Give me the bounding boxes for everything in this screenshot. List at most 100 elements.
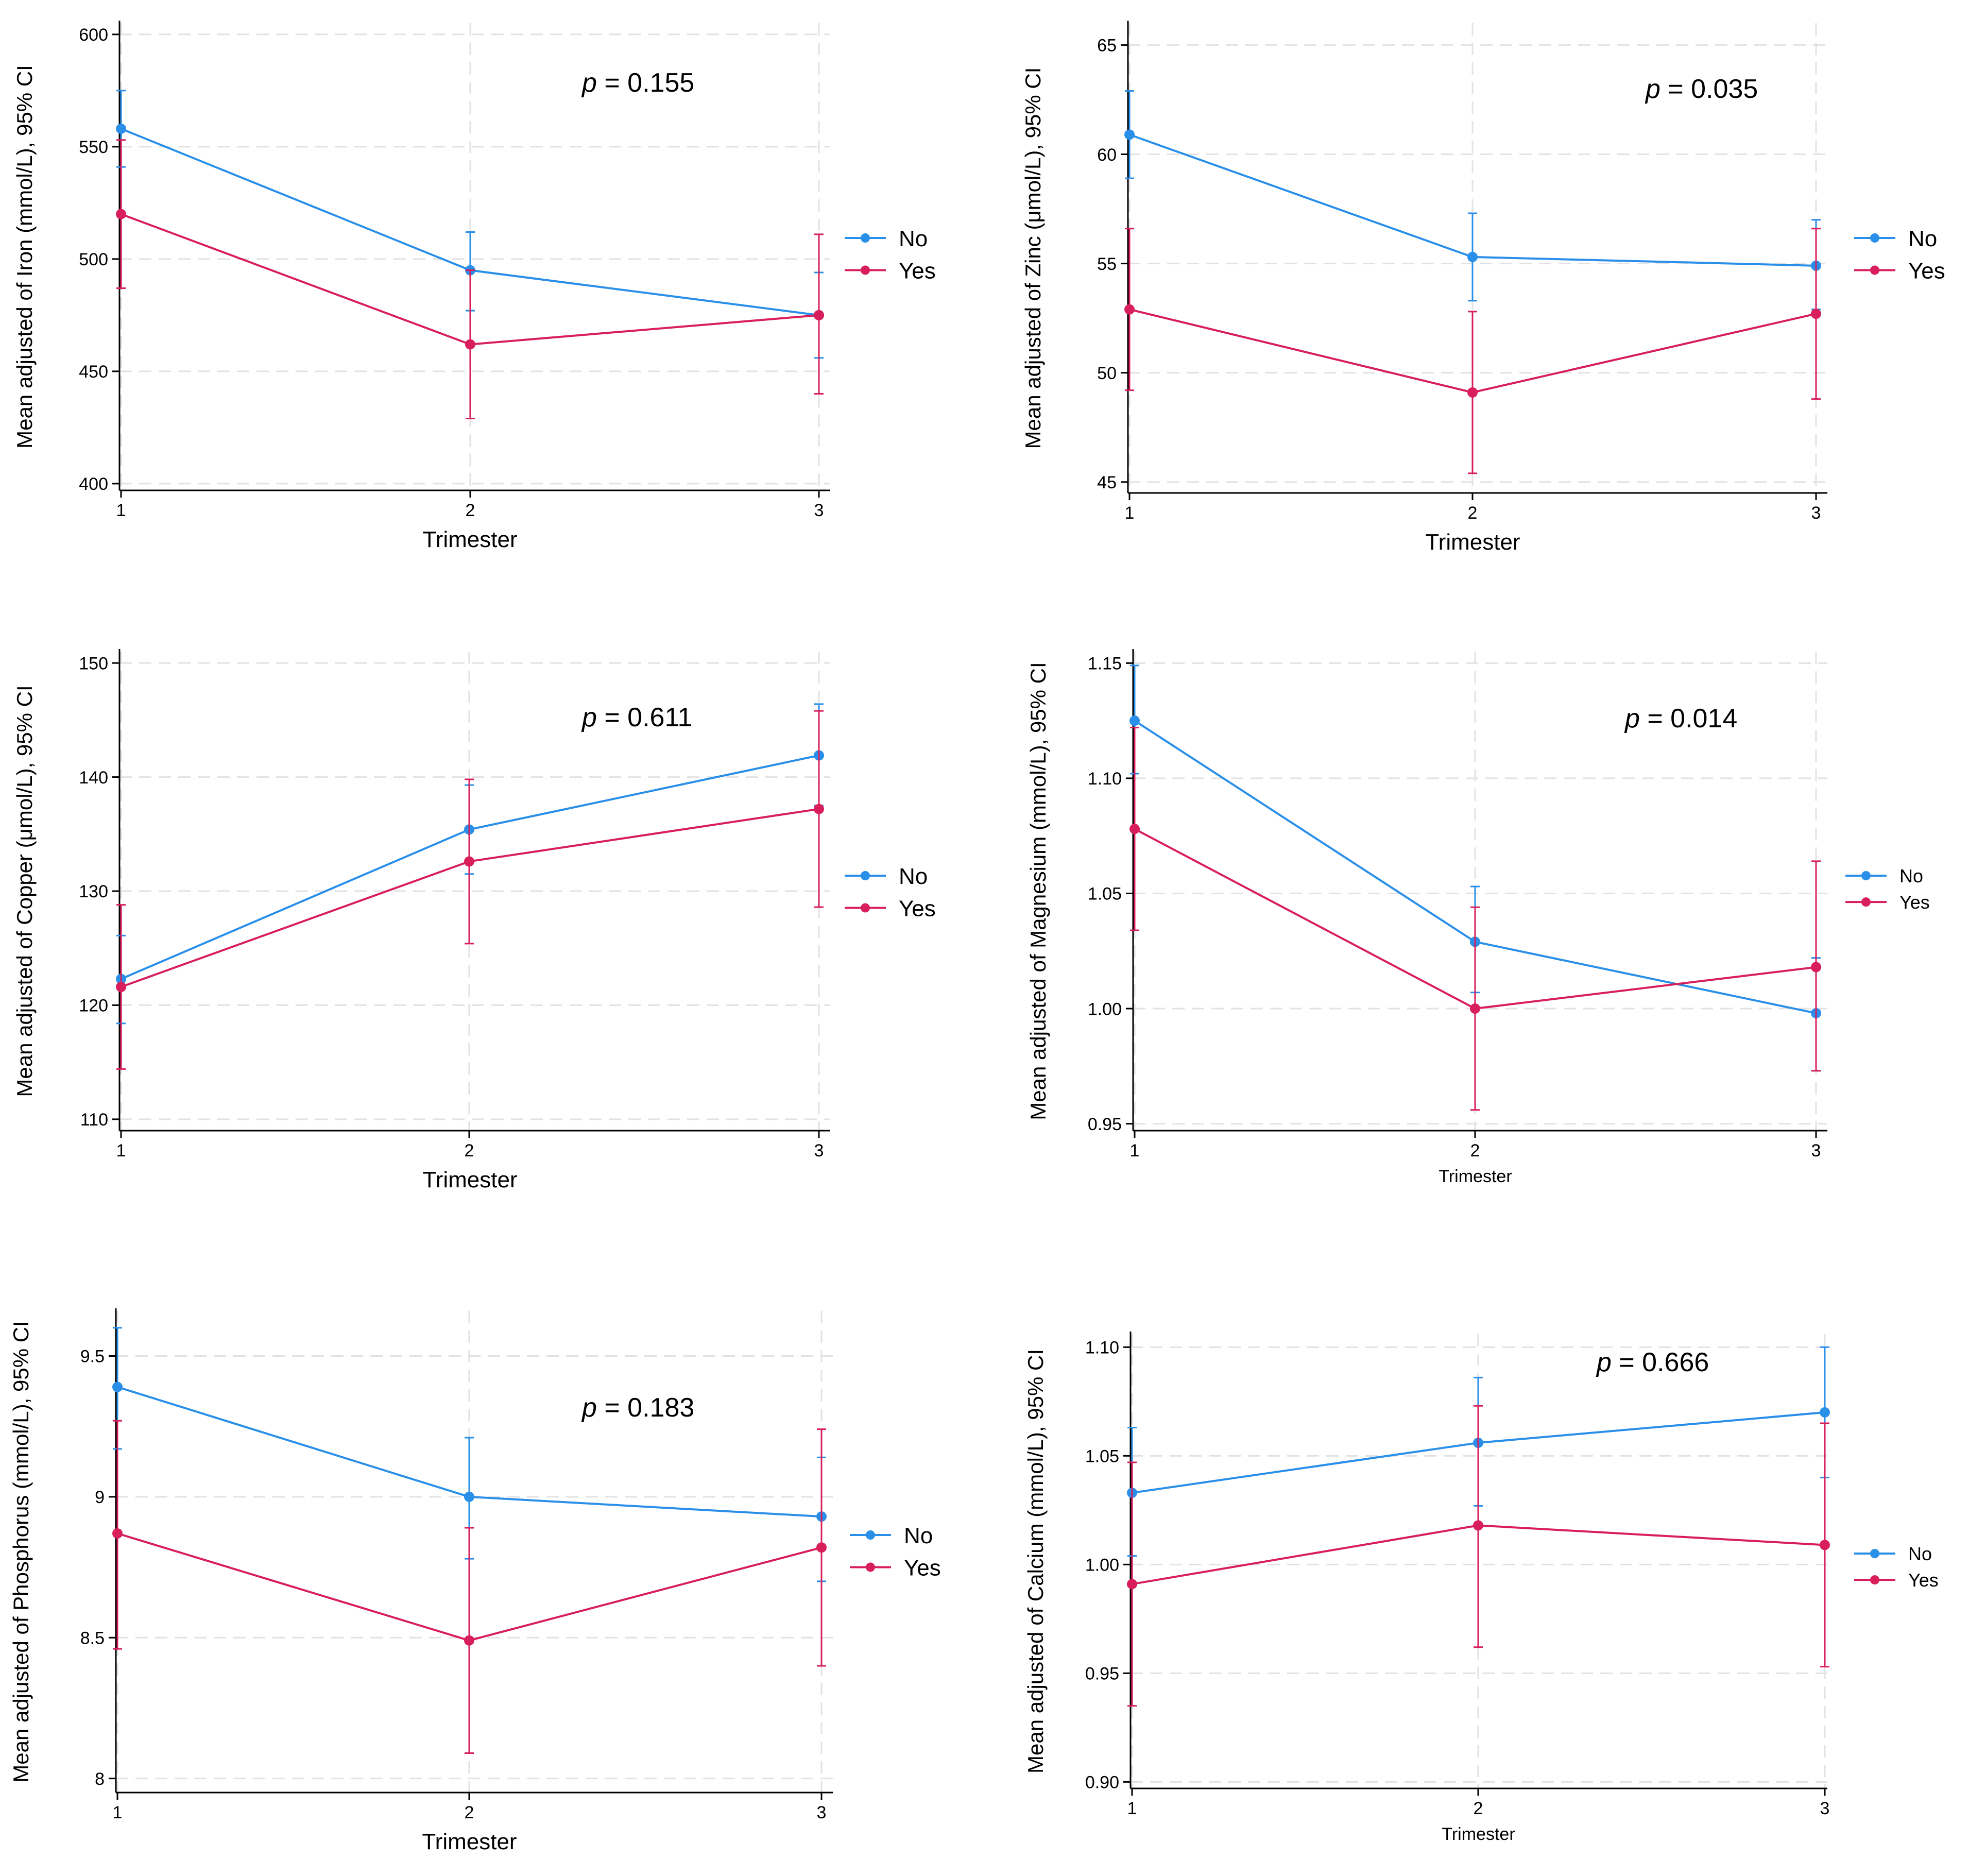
legend: No Yes: [1854, 226, 1945, 283]
legend-label: Yes: [899, 896, 936, 921]
legend-yes: Yes: [845, 896, 936, 921]
series-yes: [1124, 228, 1821, 474]
p-value: = 0.611: [597, 703, 693, 732]
series-yes: [1127, 1405, 1830, 1707]
x-axis-label: Trimester: [422, 527, 517, 552]
data-point: [1820, 1540, 1830, 1550]
p-value-annotation: p = 0.183: [581, 1393, 694, 1423]
x-tick-label: 3: [814, 501, 824, 520]
legend-marker: [861, 233, 870, 243]
legend-marker: [1861, 871, 1871, 880]
data-point: [1820, 1407, 1830, 1418]
legend-label: No: [904, 1523, 933, 1548]
x-tick-label: 3: [1811, 503, 1821, 523]
data-point: [816, 1542, 827, 1553]
legend-yes: Yes: [1854, 1570, 1939, 1591]
y-tick-label: 1.00: [1088, 999, 1122, 1019]
x-tick-label: 2: [466, 501, 475, 520]
legend-label: Yes: [904, 1555, 941, 1580]
legend-yes: Yes: [1845, 892, 1930, 913]
legend-no: No: [1845, 865, 1923, 886]
legend-no: No: [1854, 226, 1937, 251]
x-tick-label: 3: [814, 1141, 824, 1161]
y-tick-label: 50: [1097, 364, 1117, 383]
y-tick-label: 120: [79, 996, 108, 1016]
legend: No Yes: [1845, 865, 1930, 913]
legend-label: No: [1908, 1543, 1932, 1564]
y-tick-label: 130: [79, 882, 108, 901]
data-point: [112, 1382, 123, 1392]
y-axis-label: Mean adjusted of Magnesium (mmol/L), 95%…: [1026, 662, 1050, 1120]
legend-marker: [1870, 233, 1879, 243]
series-yes: [1129, 727, 1821, 1111]
x-tick-label: 2: [1474, 1799, 1483, 1818]
legend-label: No: [899, 226, 928, 251]
y-tick-label: 60: [1097, 145, 1117, 165]
data-point: [1467, 387, 1478, 398]
legend-yes: Yes: [845, 258, 936, 283]
legend: No Yes: [1854, 1543, 1939, 1591]
x-tick-label: 1: [1130, 1141, 1140, 1161]
data-point: [116, 209, 126, 219]
x-tick-label: 3: [1820, 1799, 1830, 1818]
p-symbol: p: [581, 703, 597, 732]
p-symbol: p: [581, 68, 597, 98]
y-tick-label: 8: [95, 1769, 105, 1789]
data-point: [1129, 824, 1140, 834]
p-symbol: p: [1624, 704, 1640, 734]
x-tick-label: 3: [817, 1803, 827, 1822]
legend-label: No: [899, 864, 928, 889]
x-tick-label: 2: [1470, 1141, 1480, 1161]
legend: No Yes: [845, 226, 936, 283]
chart-magnesium: 0.95 1.00 1.05 1.10 1.15 1 2 3 Trimester Mean adj…: [1026, 649, 1930, 1186]
legend-no: No: [1854, 1543, 1932, 1564]
chart-calcium: 0.90 0.95 1.00 1.05 1.10 1 2 3 Trimester Mean adj…: [1023, 1332, 1939, 1844]
y-tick-label: 1.10: [1088, 769, 1122, 789]
x-tick-label: 1: [116, 501, 126, 520]
x-axis-label: Trimester: [1442, 1824, 1515, 1844]
p-value-annotation: p = 0.035: [1645, 74, 1758, 104]
legend-no: No: [845, 864, 928, 889]
legend-marker: [1870, 1575, 1879, 1585]
y-axis-label: Mean adjusted of Iron (mmol/L), 95% CI: [12, 65, 37, 449]
y-tick-label: 9.5: [80, 1347, 105, 1367]
y-tick-label: 0.90: [1085, 1773, 1119, 1793]
p-value-annotation: p = 0.666: [1596, 1348, 1709, 1377]
legend-marker: [861, 871, 870, 880]
chart-iron: 400 450 500 550 600 1 2 3 Trimester Mean adjusted…: [12, 21, 936, 552]
data-point: [1124, 129, 1135, 140]
data-point: [116, 982, 126, 992]
p-symbol: p: [1596, 1348, 1612, 1377]
p-symbol: p: [581, 1393, 597, 1423]
y-tick-label: 55: [1097, 254, 1117, 274]
y-tick-label: 0.95: [1088, 1115, 1122, 1134]
legend-marker: [861, 903, 870, 913]
y-tick-label: 450: [79, 362, 108, 382]
legend-marker: [1870, 265, 1879, 275]
y-tick-label: 500: [79, 250, 108, 269]
p-value-annotation: p = 0.155: [581, 68, 694, 98]
y-tick-label: 45: [1097, 473, 1117, 492]
series-yes: [116, 710, 824, 1070]
series-no: [1124, 90, 1821, 311]
x-tick-label: 1: [1127, 1799, 1137, 1818]
y-tick-label: 140: [79, 768, 108, 788]
y-tick-label: 150: [79, 654, 108, 673]
legend-marker: [861, 265, 870, 275]
legend-marker: [866, 1530, 875, 1540]
x-axis-label: Trimester: [1425, 530, 1520, 555]
y-tick-label: 1.10: [1085, 1338, 1119, 1358]
x-axis-label: Trimester: [422, 1829, 517, 1854]
x-tick-label: 2: [465, 1141, 474, 1161]
data-point: [112, 1528, 123, 1539]
y-tick-label: 550: [79, 138, 108, 157]
legend-marker: [1870, 1549, 1879, 1558]
y-axis-label: Mean adjusted of Phosphorus (mmol/L), 95…: [9, 1321, 33, 1782]
y-tick-label: 1.05: [1088, 884, 1122, 904]
p-value: = 0.155: [597, 68, 694, 98]
legend-marker: [866, 1562, 875, 1572]
legend-label: No: [1908, 226, 1937, 251]
legend-label: Yes: [1908, 258, 1945, 283]
x-tick-label: 1: [1125, 503, 1135, 523]
